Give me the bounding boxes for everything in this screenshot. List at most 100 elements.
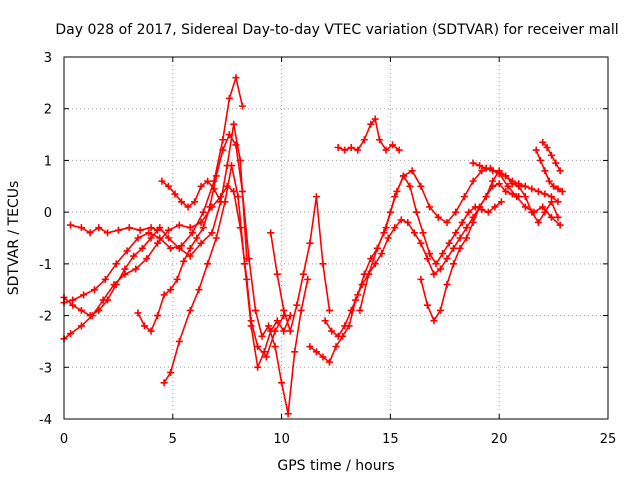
data-point [469,218,477,226]
data-point [541,208,549,216]
data-point [489,167,497,175]
data-point [556,221,564,229]
data-point [450,244,458,252]
data-point [334,144,342,151]
data-point [417,239,425,247]
series-line-arc-9 [309,182,520,363]
data-point [404,218,412,226]
data-point [482,164,490,172]
data-point [547,151,555,159]
data-point [423,255,431,263]
data-point [225,131,233,139]
data-point [478,167,486,175]
x-tick-label: 5 [169,432,177,447]
data-point [463,234,471,242]
data-point [306,239,314,247]
data-point [186,224,194,232]
data-point [101,275,109,283]
data-point [86,312,94,320]
chart-title: Day 028 of 2017, Sidereal Day-to-day VTE… [55,22,618,38]
data-point [171,190,179,198]
series-line-arc-6 [163,164,292,384]
data-point [130,252,138,260]
data-point [195,286,203,294]
data-point [376,136,384,144]
data-point [104,296,112,304]
data-point [134,234,142,242]
data-point [395,146,403,154]
y-tick-label: 2 [44,103,52,118]
data-point [188,229,196,237]
data-point [204,260,212,268]
data-point [212,234,220,242]
data-point [90,286,98,294]
y-axis-label: SDTVAR / TECUs [6,181,22,296]
series-line-arc-4 [63,123,248,317]
data-point [347,306,355,314]
data-point [247,322,255,330]
data-point [452,208,460,216]
y-tick-label: -1 [39,258,52,273]
data-point [476,162,484,170]
data-point [95,306,103,314]
data-point [186,244,194,252]
data-point [456,234,464,242]
data-point [456,244,464,252]
data-point [341,322,349,330]
data-point [197,239,205,247]
data-point [534,218,542,226]
data-point [360,136,368,144]
data-point [328,327,336,335]
y-tick-label: -4 [39,413,52,428]
data-point [164,226,172,234]
data-point [539,138,547,146]
data-point [521,193,529,201]
data-point [334,332,342,340]
data-point [254,343,262,351]
series-line-arc-11 [359,167,561,312]
data-point [147,234,155,242]
data-point [382,224,390,232]
data-point [439,250,447,258]
data-point [160,379,168,387]
data-point [430,317,438,325]
data-point [95,224,103,232]
data-point [245,255,253,263]
data-point [167,368,175,376]
data-point [426,203,434,211]
data-point [77,306,85,314]
data-point [206,203,214,211]
data-point [443,255,451,263]
data-point [413,208,421,216]
y-tick-label: -2 [39,310,52,325]
data-point [552,159,560,167]
data-point [286,312,294,320]
data-point [504,182,512,190]
data-point [67,221,75,229]
data-point [284,410,292,418]
data-point [219,146,227,154]
data-point [219,136,227,144]
data-point [138,244,146,252]
data-point [417,182,425,190]
data-point [191,198,199,206]
data-point [367,120,375,128]
data-point [432,260,440,268]
x-tick-label: 25 [600,432,617,447]
data-point [513,193,521,201]
data-point [325,358,333,366]
data-point [384,234,392,242]
data-point [373,244,381,252]
data-point [280,327,288,335]
data-point [193,234,201,242]
data-point [77,224,85,232]
data-point [297,306,305,314]
data-point [417,275,425,283]
data-point [265,322,273,330]
data-point [356,306,364,314]
gridlines [64,57,608,419]
data-point [267,327,275,335]
data-point [410,229,418,237]
data-point [121,265,129,273]
data-point [180,257,188,265]
